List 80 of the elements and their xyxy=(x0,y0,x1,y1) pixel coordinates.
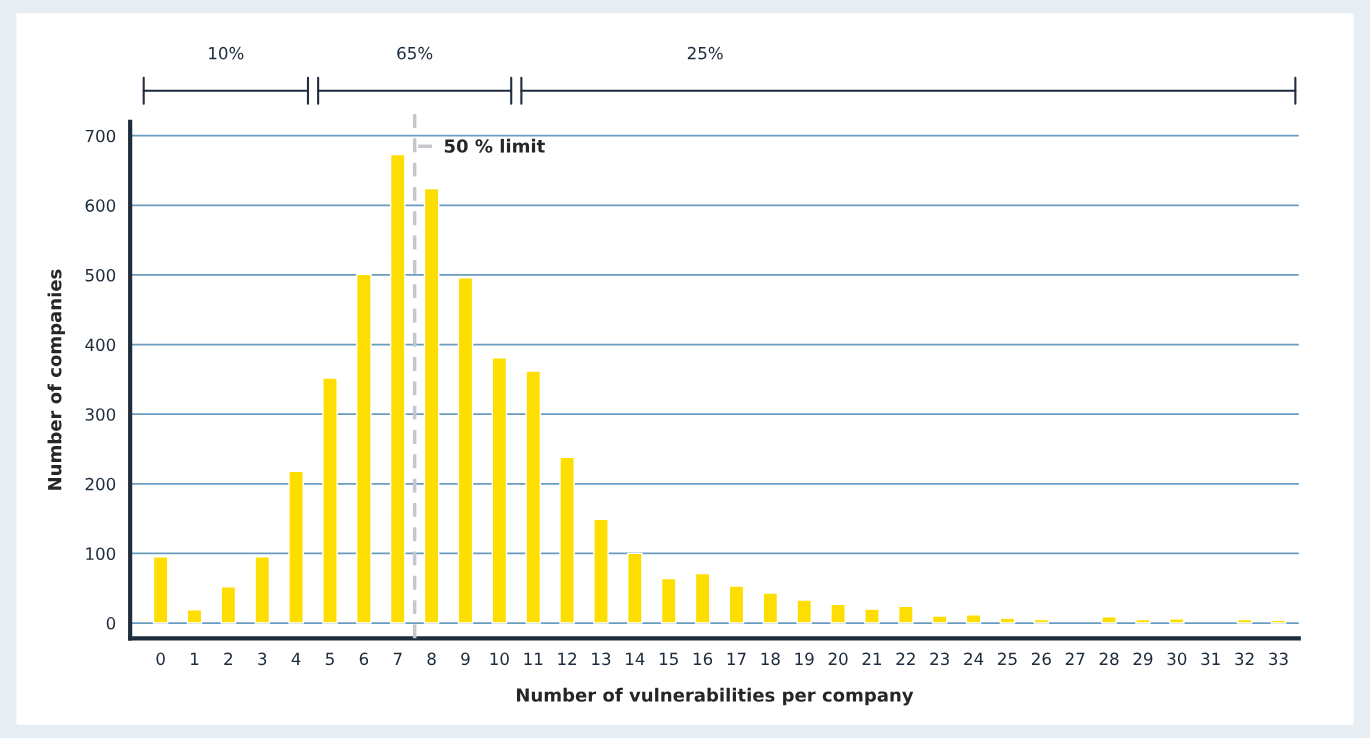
x-tick-label: 32 xyxy=(1235,652,1254,666)
bar xyxy=(593,518,609,624)
x-tick-label: 17 xyxy=(727,652,746,665)
bar xyxy=(627,552,643,624)
bar xyxy=(186,609,203,624)
x-tick-label: 0 xyxy=(156,652,165,666)
bar xyxy=(491,357,508,624)
x-tick-label: 1 xyxy=(191,652,199,665)
x-tick-label: 14 xyxy=(626,652,645,665)
x-tick-label: 20 xyxy=(828,652,848,666)
x-tick-label: 7 xyxy=(393,652,402,665)
x-tick-label: 23 xyxy=(930,652,949,666)
x-tick-label: 28 xyxy=(1099,652,1119,666)
text: 65% xyxy=(397,46,433,60)
bar xyxy=(1169,618,1185,624)
x-tick-label: 13 xyxy=(592,652,611,666)
bar xyxy=(525,370,542,624)
bar xyxy=(999,617,1016,624)
x-tick-label: 6 xyxy=(359,652,369,666)
y-tick-label: 700 xyxy=(85,129,116,143)
bar xyxy=(254,556,271,624)
bar xyxy=(694,572,711,624)
x-tick-label: 24 xyxy=(964,652,984,665)
bar xyxy=(389,153,406,624)
bar xyxy=(457,277,474,624)
x-tick-label: 22 xyxy=(896,652,915,665)
x-tick-label: 10 xyxy=(490,652,509,666)
bar xyxy=(322,377,338,624)
y-tick-label: 100 xyxy=(86,547,116,560)
bar xyxy=(965,614,982,624)
x-tick-label: 21 xyxy=(862,652,882,665)
y-tick-label: 500 xyxy=(85,268,116,282)
bar xyxy=(220,586,237,624)
x-tick-label: 9 xyxy=(461,652,470,666)
bar xyxy=(288,470,304,624)
y-tick-label: 300 xyxy=(85,408,116,421)
bar xyxy=(152,556,169,624)
bar xyxy=(559,456,575,624)
x-tick-label: 11 xyxy=(524,652,543,665)
text: 10% xyxy=(209,46,244,60)
text: 25% xyxy=(687,46,723,60)
bar xyxy=(1270,619,1287,624)
x-tick-label: 30 xyxy=(1167,652,1187,666)
x-tick-label: 15 xyxy=(659,652,678,666)
x-axis-title: Number of vulnerabilities per company xyxy=(516,687,914,706)
bar xyxy=(728,585,745,624)
x-tick-label: 12 xyxy=(558,652,577,665)
bar xyxy=(1236,618,1253,624)
x-tick-label: 5 xyxy=(325,652,334,666)
y-tick-label: 200 xyxy=(85,477,116,491)
bar xyxy=(796,599,813,624)
y-tick-label: 400 xyxy=(85,338,116,352)
bar xyxy=(864,608,880,624)
x-tick-label: 25 xyxy=(998,652,1017,666)
bar xyxy=(1101,616,1117,624)
bar xyxy=(356,273,372,624)
bar xyxy=(830,603,846,624)
y-tick-label: 0 xyxy=(106,617,116,630)
x-tick-label: 19 xyxy=(795,652,814,666)
x-tick-label: 33 xyxy=(1269,652,1288,666)
x-tick-label: 18 xyxy=(761,652,780,666)
y-axis-title: Number of companies xyxy=(47,269,65,490)
bar xyxy=(762,592,779,624)
x-tick-label: 4 xyxy=(291,652,301,665)
x-tick-label: 2 xyxy=(224,652,233,665)
bar xyxy=(1033,618,1050,624)
y-tick-label: 600 xyxy=(85,199,116,212)
bar xyxy=(1135,618,1151,624)
bar xyxy=(423,187,440,624)
x-tick-label: 31 xyxy=(1201,652,1220,666)
x-tick-label: 27 xyxy=(1065,652,1085,665)
bar xyxy=(898,605,914,624)
x-tick-label: 3 xyxy=(258,652,267,666)
x-tick-label: 8 xyxy=(427,652,436,666)
bar xyxy=(660,577,677,624)
ref-line-label: 50 % limit xyxy=(444,138,545,153)
x-tick-label: 29 xyxy=(1133,652,1153,666)
bar xyxy=(931,615,948,624)
x-tick-label: 26 xyxy=(1031,652,1051,666)
x-tick-label: 16 xyxy=(693,652,713,666)
